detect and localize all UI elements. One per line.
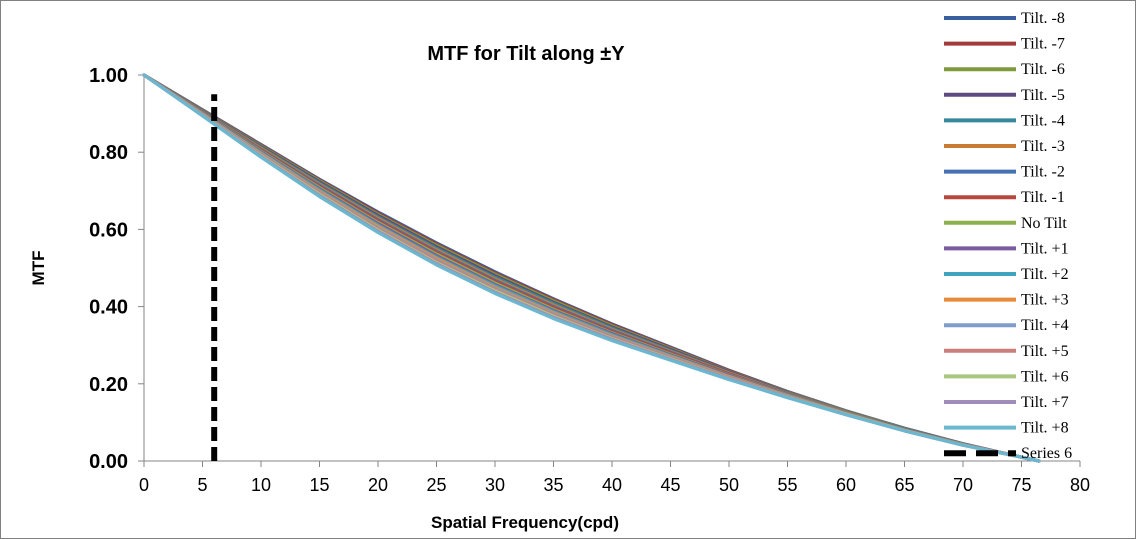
legend-label-tilt-8: Tilt. +8 (1021, 420, 1069, 437)
series-line-tilt-1 (142, 73, 1041, 463)
series-line-tilt-2 (142, 73, 1041, 463)
series-line-tilt-8 (142, 73, 1041, 463)
series-line-tilt-5 (142, 73, 1041, 463)
legend: Tilt. -8 Tilt. -7 Tilt. -6 Tilt. -5 Tilt. -4… (944, 10, 1072, 462)
y-axis-title: MTF (29, 251, 48, 286)
y-tick-label: 0.80 (89, 142, 128, 164)
series-line-tilt-2 (142, 73, 1041, 463)
legend-label-tilt-3: Tilt. +3 (1021, 292, 1069, 309)
y-tick-label: 1.00 (89, 65, 128, 87)
x-tick-label: 55 (777, 475, 797, 495)
legend-label-tilt-4: Tilt. +4 (1021, 317, 1069, 334)
series-line-tilt-6 (142, 73, 1041, 463)
legend-label-tilt-2: Tilt. -2 (1021, 164, 1065, 181)
series-line-tilt-6 (142, 73, 1041, 463)
series-line-no-tilt (142, 73, 1041, 463)
legend-label-tilt-8: Tilt. -8 (1021, 10, 1065, 27)
x-tick-label: 10 (251, 475, 271, 495)
legend-label-tilt-6: Tilt. -6 (1021, 61, 1065, 78)
axes: 0 5 10 15 20 25 30 35 40 45 50 55 60 65 70 75 80 0.00 0.20… (89, 65, 1090, 495)
x-tick-label: 20 (368, 475, 388, 495)
series-line-tilt-1 (142, 73, 1041, 463)
series-line-tilt-5 (142, 73, 1041, 463)
series-line-tilt-3 (142, 73, 1041, 463)
x-axis-title: Spatial Frequency(cpd) (431, 513, 619, 532)
legend-label-no-tilt: No Tilt (1021, 215, 1067, 232)
legend-label-tilt-4: Tilt. -4 (1021, 112, 1065, 129)
x-tick-label: 65 (894, 475, 914, 495)
legend-label-series-6: Series 6 (1021, 445, 1072, 462)
series-line-tilt-7 (142, 73, 1041, 463)
x-tick-label: 0 (139, 475, 149, 495)
legend-label-tilt-1: Tilt. +1 (1021, 240, 1069, 257)
x-tick-label: 15 (309, 475, 329, 495)
x-tick-label: 60 (836, 475, 856, 495)
x-tick-label: 70 (953, 475, 973, 495)
chart-title: MTF for Tilt along ±Y (427, 43, 625, 65)
series-line-tilt-4 (142, 73, 1041, 463)
x-tick-label: 5 (197, 475, 207, 495)
legend-label-tilt-5: Tilt. +5 (1021, 343, 1069, 360)
series-line-tilt-3 (142, 73, 1041, 463)
y-tick-label: 0.60 (89, 219, 128, 241)
legend-label-tilt-1: Tilt. -1 (1021, 189, 1065, 206)
legend-label-tilt-7: Tilt. -7 (1021, 36, 1065, 53)
legend-label-tilt-5: Tilt. -5 (1021, 87, 1065, 104)
legend-label-tilt-7: Tilt. +7 (1021, 394, 1069, 411)
x-tick-label: 25 (426, 475, 446, 495)
y-tick-label: 0.20 (89, 374, 128, 396)
x-tick-label: 75 (1011, 475, 1031, 495)
x-tick-label: 50 (719, 475, 739, 495)
legend-label-tilt-6: Tilt. +6 (1021, 368, 1069, 385)
series-line-tilt-4 (142, 73, 1041, 463)
series-line-tilt-8 (142, 73, 1041, 463)
y-tick-label: 0.00 (89, 451, 128, 473)
x-tick-label: 35 (543, 475, 563, 495)
x-tick-label: 80 (1070, 475, 1090, 495)
x-tick-label: 30 (485, 475, 505, 495)
legend-label-tilt-2: Tilt. +2 (1021, 266, 1069, 283)
x-tick-label: 40 (602, 475, 622, 495)
x-tick-label: 45 (660, 475, 680, 495)
y-tick-label: 0.40 (89, 297, 128, 319)
series-line-tilt-7 (142, 73, 1041, 463)
legend-label-tilt-3: Tilt. -3 (1021, 138, 1065, 155)
series-layer (142, 73, 1041, 463)
